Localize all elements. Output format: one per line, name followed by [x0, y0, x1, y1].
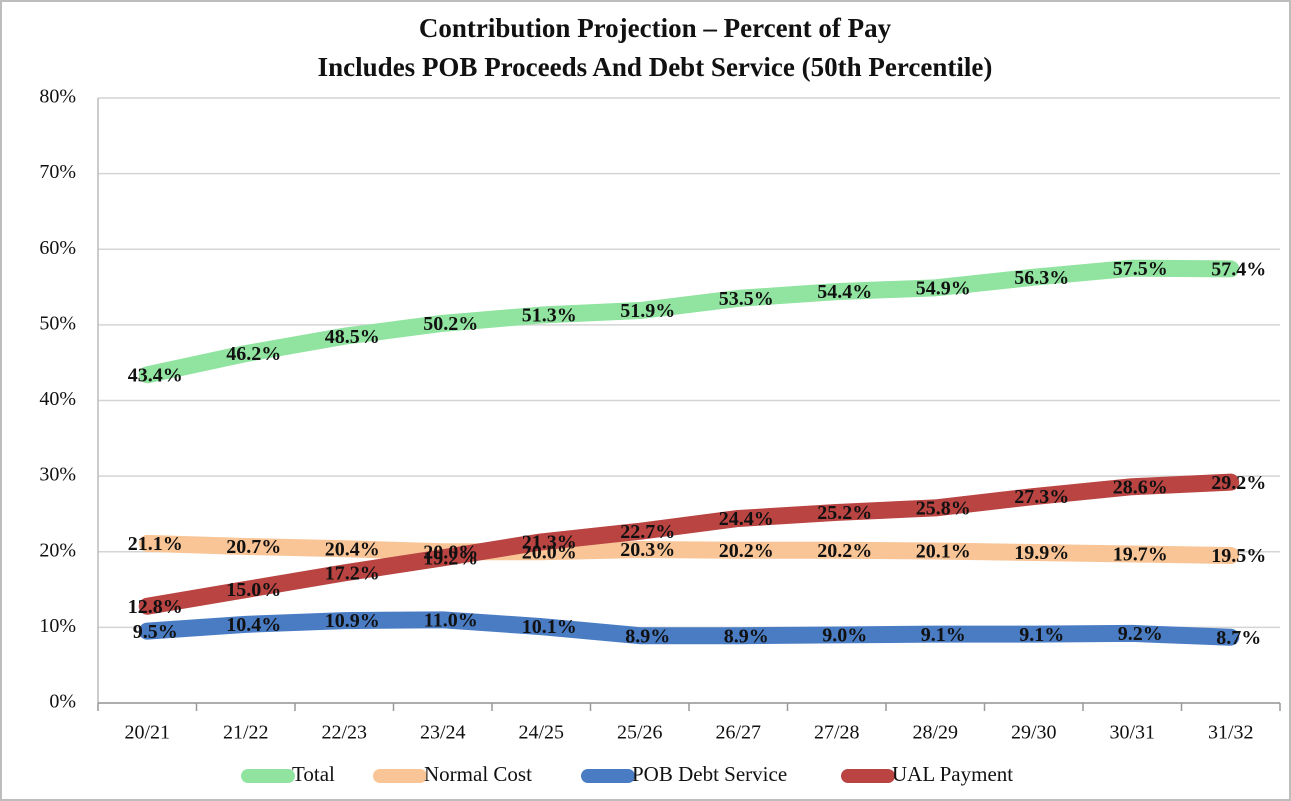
data-label: 25.8% — [916, 497, 971, 519]
data-label: 27.3% — [1014, 486, 1069, 508]
legend-label: UAL Payment — [892, 762, 1013, 786]
y-tick-label: 0% — [49, 691, 76, 713]
data-label: 9.5% — [133, 621, 178, 643]
data-label: 20.0% — [522, 541, 577, 563]
data-label: 8.7% — [1216, 627, 1261, 649]
data-label: 20.0% — [423, 541, 478, 563]
data-label: 9.2% — [1118, 623, 1163, 645]
data-label: 21.1% — [128, 533, 183, 555]
data-label: 20.4% — [325, 538, 380, 560]
y-tick-label: 80% — [39, 86, 76, 108]
x-tick-label: 24/25 — [518, 722, 564, 744]
data-label: 19.7% — [1113, 544, 1168, 566]
data-label: 8.9% — [625, 625, 670, 647]
data-label: 17.2% — [325, 563, 380, 585]
data-label: 10.9% — [325, 610, 380, 632]
legend-label: Normal Cost — [424, 762, 532, 786]
legend-label: Total — [292, 762, 335, 786]
data-label: 20.1% — [916, 541, 971, 563]
data-label: 57.5% — [1113, 258, 1168, 280]
x-tick-label: 21/22 — [223, 722, 269, 744]
data-label: 12.8% — [128, 596, 183, 618]
data-label: 54.4% — [817, 281, 872, 303]
data-label: 43.4% — [128, 364, 183, 386]
x-tick-label: 23/24 — [420, 722, 466, 744]
data-label: 22.7% — [620, 521, 675, 543]
data-label: 20.7% — [226, 536, 281, 558]
data-label: 50.2% — [423, 313, 478, 335]
data-label: 25.2% — [817, 502, 872, 524]
x-tick-label: 27/28 — [814, 722, 860, 744]
x-tick-label: 28/29 — [912, 722, 958, 744]
data-label: 54.9% — [916, 277, 971, 299]
y-tick-label: 20% — [39, 539, 76, 561]
y-tick-label: 30% — [39, 464, 76, 486]
chart-subtitle: Includes POB Proceeds And Debt Service (… — [318, 52, 993, 82]
y-tick-label: 70% — [39, 161, 76, 183]
x-tick-label: 22/23 — [321, 722, 367, 744]
y-tick-label: 50% — [39, 312, 76, 334]
series-line — [138, 259, 1240, 384]
data-label: 11.0% — [424, 609, 478, 631]
legend-label: POB Debt Service — [632, 762, 787, 786]
y-tick-label: 10% — [39, 615, 76, 637]
data-label: 15.0% — [226, 579, 281, 601]
data-label: 24.4% — [719, 508, 774, 530]
data-label: 19.5% — [1211, 545, 1266, 567]
data-label: 19.2% — [423, 547, 478, 569]
data-label: 57.4% — [1211, 259, 1266, 281]
series-line — [138, 473, 1240, 615]
data-label: 19.9% — [1014, 542, 1069, 564]
data-label: 46.2% — [226, 343, 281, 365]
series-line — [138, 534, 1240, 565]
data-label: 20.2% — [719, 540, 774, 562]
data-label: 10.4% — [226, 614, 281, 636]
data-label: 56.3% — [1014, 267, 1069, 289]
data-label: 9.1% — [921, 624, 966, 646]
series-line — [138, 611, 1240, 646]
y-tick-label: 40% — [39, 388, 76, 410]
x-tick-label: 30/31 — [1109, 722, 1155, 744]
x-tick-label: 29/30 — [1011, 722, 1057, 744]
data-label: 8.9% — [724, 625, 769, 647]
data-label: 28.6% — [1113, 476, 1168, 498]
data-label: 20.2% — [817, 540, 872, 562]
data-label: 51.9% — [620, 300, 675, 322]
data-label: 51.3% — [522, 305, 577, 327]
data-label: 20.3% — [620, 539, 675, 561]
data-label: 9.0% — [822, 625, 867, 647]
y-tick-label: 60% — [39, 237, 76, 259]
x-tick-label: 31/32 — [1208, 722, 1254, 744]
data-label: 48.5% — [325, 326, 380, 348]
chart-title: Contribution Projection – Percent of Pay — [419, 13, 892, 43]
data-label: 21.3% — [522, 532, 577, 554]
data-label: 10.1% — [522, 616, 577, 638]
data-label: 29.2% — [1211, 472, 1266, 494]
data-label: 9.1% — [1019, 624, 1064, 646]
x-tick-label: 20/21 — [124, 722, 170, 744]
x-tick-label: 25/26 — [617, 722, 663, 744]
x-tick-label: 26/27 — [715, 722, 761, 744]
data-label: 53.5% — [719, 288, 774, 310]
